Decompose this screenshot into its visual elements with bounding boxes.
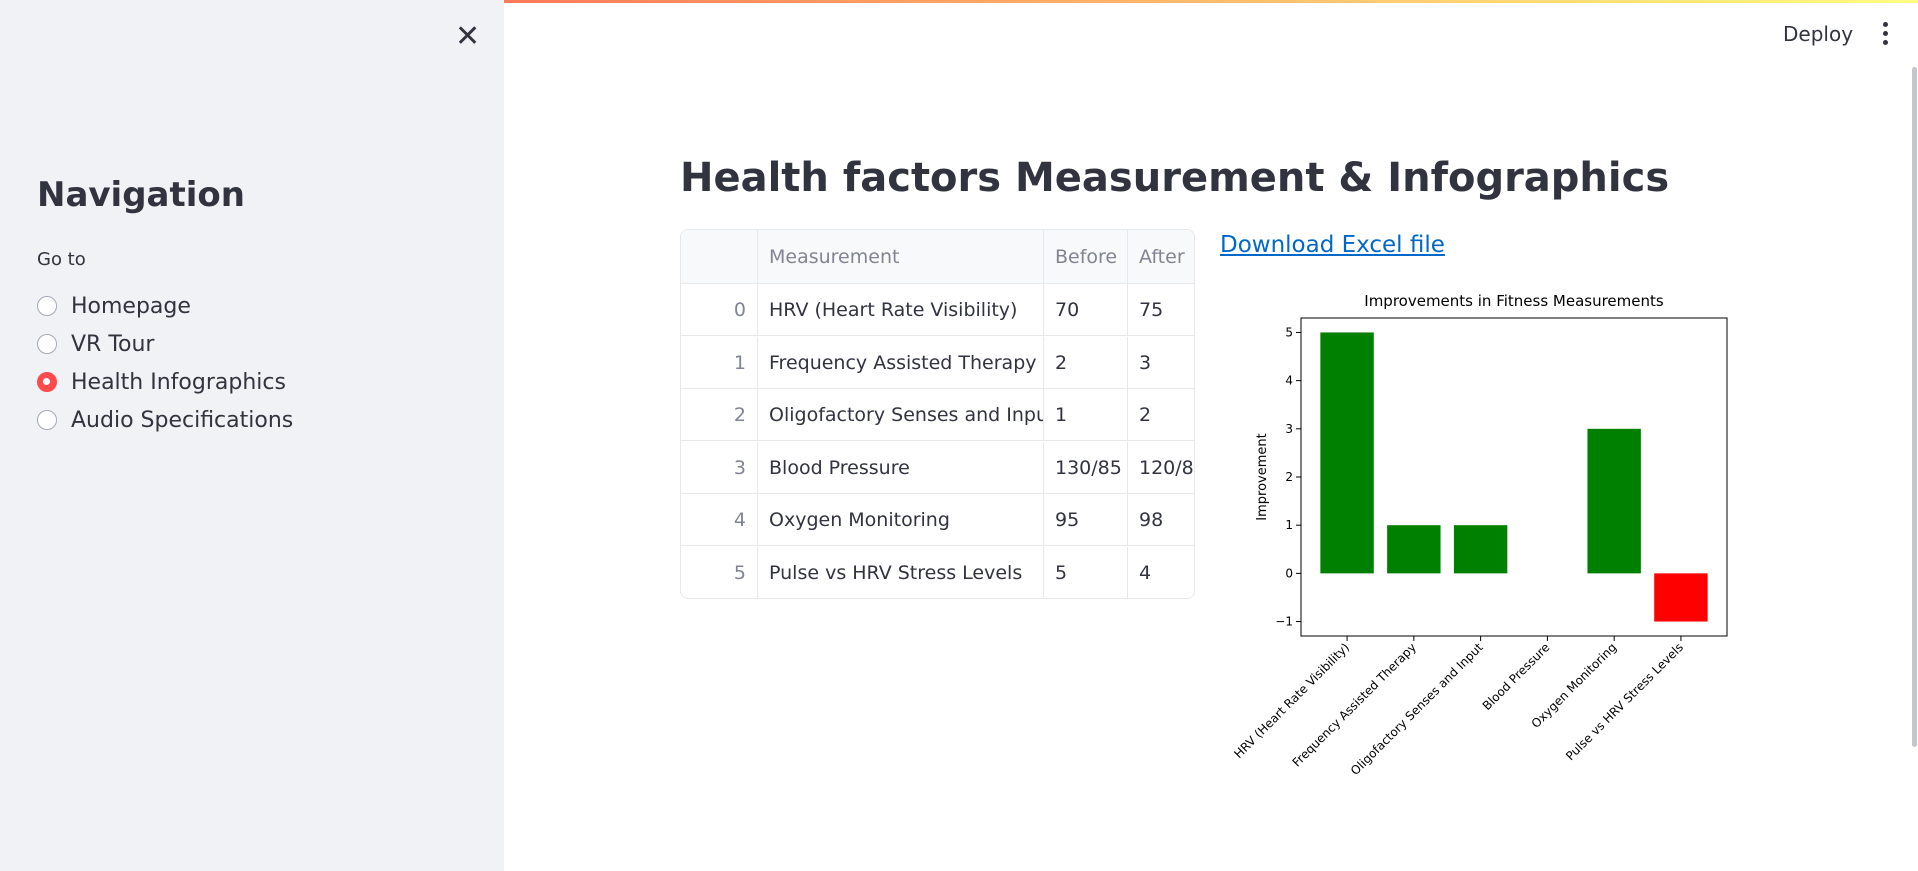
scrollbar[interactable] [1912,67,1917,747]
column-header: Measurement [758,230,1044,284]
table-cell: Frequency Assisted Therapy [758,336,1044,389]
table-cell: 120/80 [1128,442,1194,494]
x-tick-label: Pulse vs HRV Stress Levels [1563,640,1686,763]
radio-option[interactable]: VR Tour [37,329,154,359]
radio-button[interactable] [37,372,57,392]
table-cell: 70 [1044,284,1128,336]
header-cell [681,230,758,284]
table-cell: Oxygen Monitoring [758,494,1044,547]
table-cell: 1 [1044,389,1128,442]
radio-option[interactable]: Health Infographics [37,367,286,397]
table-cell: HRV (Heart Rate Visibility) [758,284,1044,336]
page-title: Health factors Measurement & Infographic… [680,155,1670,201]
table-cell: 4 [1128,547,1194,598]
bar [1453,525,1508,574]
chart-title: Improvements in Fitness Measurements [1364,292,1664,310]
table-cell: 2 [1128,389,1194,442]
radio-option[interactable]: Audio Specifications [37,405,293,435]
y-tick-label: 4 [1285,374,1293,388]
y-tick-label: 1 [1285,518,1293,532]
column-header: Before [1044,230,1128,284]
y-axis-label: Improvement [1255,433,1270,520]
y-tick-label: 0 [1285,566,1293,580]
row-index: 1 [681,336,758,389]
table-cell: 130/85 [1044,441,1128,494]
radio-label: Go to [37,249,86,270]
table-cell: 5 [1044,547,1128,598]
row-index: 4 [681,494,758,547]
bar [1320,332,1374,574]
radio-option-label: VR Tour [71,331,155,357]
sidebar-title: Navigation [37,175,245,215]
table-cell: 75 [1128,284,1194,336]
download-link[interactable]: Download Excel file [1220,232,1445,258]
data-table[interactable]: Measurement Before After 0 HRV (Heart Rate V… [680,229,1195,599]
radio-option[interactable]: Homepage [37,291,191,321]
radio-option-label: Homepage [71,293,191,319]
x-tick-label: Oligofactory Senses and Input [1348,640,1486,778]
table-cell: Oligofactory Senses and Input [758,389,1044,442]
row-index: 5 [681,547,758,598]
sidebar: ✕ Navigation Go to Homepage VR Tour Health… [0,0,504,871]
row-index: 0 [681,284,758,336]
radio-button[interactable] [37,334,57,354]
table-cell: 3 [1128,337,1194,389]
radio-option-label: Audio Specifications [71,407,294,433]
x-tick-label: HRV (Heart Rate Visibility) [1231,640,1352,761]
row-index: 3 [681,441,758,494]
radio-option-label: Health Infographics [71,369,286,395]
bar [1654,573,1708,622]
bar [1387,525,1441,574]
bar [1587,428,1641,574]
bar-chart: Improvements in Fitness Measurements Imp… [1231,292,1728,778]
table-cell: 2 [1044,336,1128,389]
table-cell: Pulse vs HRV Stress Levels [758,547,1044,598]
column-header: After [1128,230,1194,284]
table-cell: 98 [1128,494,1194,547]
top-decoration [0,0,1918,3]
y-tick-label: 5 [1285,325,1293,339]
radio-button[interactable] [37,410,57,430]
x-tick-label: Frequency Assisted Therapy [1290,640,1419,769]
y-tick-label: −1 [1275,615,1293,629]
y-tick-label: 3 [1285,422,1293,436]
deploy-button[interactable]: Deploy [1783,22,1854,46]
close-button[interactable]: ✕ [455,19,481,54]
menu-button[interactable] [1880,22,1892,45]
y-tick-label: 2 [1285,470,1293,484]
table-cell: 95 [1044,494,1128,547]
x-tick-label: Blood Pressure [1480,640,1553,713]
row-index: 2 [681,389,758,442]
radio-button[interactable] [37,296,57,316]
table-cell: Blood Pressure [758,441,1044,494]
